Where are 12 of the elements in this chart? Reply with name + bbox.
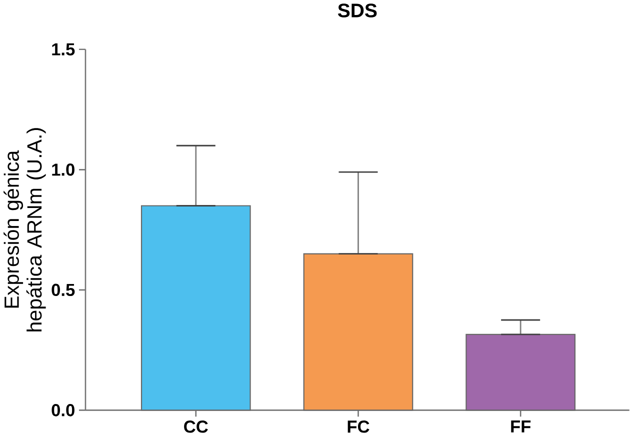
x-tick-label: FF xyxy=(511,420,531,432)
bar xyxy=(140,205,251,411)
y-tick-label: 1.5 xyxy=(52,43,75,56)
y-tick-label: 1.0 xyxy=(52,163,74,176)
x-tick-label: FC xyxy=(348,420,370,433)
x-tick-label: CC xyxy=(184,420,208,433)
y-tick-label: 0.5 xyxy=(52,284,75,296)
chart-title: SDS xyxy=(338,3,377,18)
bar xyxy=(303,253,414,411)
bar xyxy=(466,334,576,411)
y-axis-title: Expresión génica hepática ARNm (U.A.) xyxy=(4,128,46,332)
y-tick-label: 0.0 xyxy=(52,404,74,416)
